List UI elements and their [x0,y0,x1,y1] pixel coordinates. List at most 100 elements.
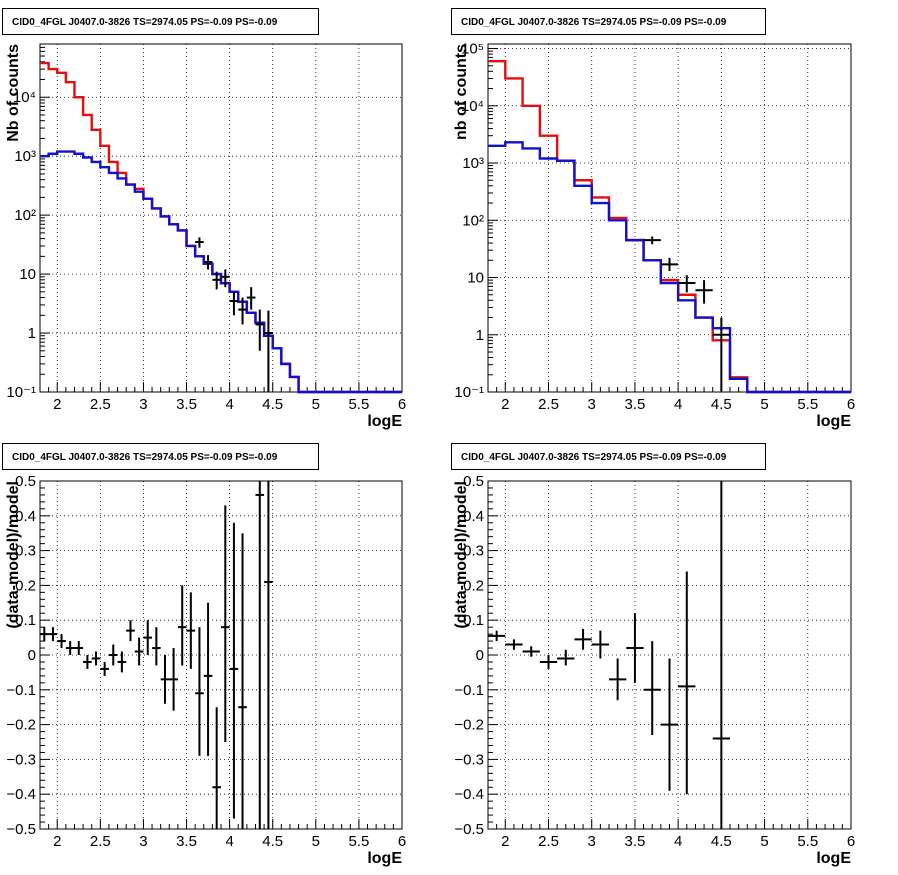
x-tick-label: 6 [847,833,855,850]
data-point [238,533,247,829]
x-tick-label: 5.5 [348,396,369,413]
y-tick-label: 0.5 [463,473,484,490]
x-tick-label: 2.5 [90,396,111,413]
y-tick-label: 0.1 [463,612,484,629]
x-tick-label: 2 [501,833,509,850]
y-tick-label: −0.3 [6,751,36,768]
data-point [643,236,661,245]
y-tick-label: 10⁻¹ [6,384,36,401]
data-point [609,658,627,701]
x-tick-label: 5 [760,833,768,850]
data-point [186,592,196,669]
data-point [100,661,109,676]
data-point [626,613,644,683]
y-tick-label: 10⁴ [461,98,484,115]
y-tick-label: 0.3 [463,543,484,560]
y-tick-label: 0 [476,647,484,664]
y-axis-label: Nb of counts [5,44,22,142]
data-point [255,309,265,351]
x-tick-label: 3 [139,396,147,413]
y-tick-label: −0.2 [6,717,36,734]
x-tick-label: 4 [674,396,682,413]
x-tick-label: 2 [53,396,61,413]
x-tick-label: 4 [225,396,233,413]
data-point [712,481,730,829]
data-point [678,571,696,795]
y-tick-label: −0.5 [6,821,36,838]
chart-title: CID0_4FGL J0407.0-3826 TS=2974.05 PS=-0.… [461,452,727,463]
x-tick-label: 5.5 [797,396,818,413]
data-point [160,655,170,704]
y-tick-label: −0.4 [6,786,36,803]
data-point [152,627,161,666]
data-point [177,585,187,666]
panel-bottom-right: 2 2.5 3 3.5 4 4.5 5 5.5 6 −0.5 −0.4 −0.3 −0.2 −0.1 0 0.… [451,443,855,867]
data-point [83,655,92,669]
y-tick-label: 0.4 [15,508,36,525]
y-tick-label: 1 [28,325,36,342]
y-tick-label: 10⁻¹ [454,384,484,401]
y-tick-label: 0 [28,647,36,664]
y-axis-label: (data-model)/model [453,481,470,629]
y-tick-label: 10² [462,212,484,229]
data-point [143,620,153,655]
x-tick-label: 3 [588,396,596,413]
y-tick-label: 0.2 [15,577,36,594]
grid [40,44,403,393]
data-point [229,522,239,819]
data-point [195,237,204,248]
plot-frame [487,43,852,393]
title-frame [2,8,319,35]
data-point [660,257,679,271]
data-point [539,655,558,669]
data-point [134,637,144,666]
x-tick-label: 2.5 [538,396,559,413]
y-axis-label: nb of counts [453,44,470,140]
y-tick-label: 1 [476,327,484,344]
data-point [221,269,230,288]
data-point [238,297,247,325]
x-tick-label: 3.5 [176,396,197,413]
y-tick-label: 10 [19,266,36,283]
x-tick-label: 4 [674,833,682,850]
data-point [229,291,239,316]
x-axis-label: logE [367,413,402,430]
x-axis-label: logE [816,413,851,430]
x-tick-label: 2 [53,833,61,850]
data-point [169,648,178,711]
series-line-0 [40,61,402,394]
data-point [557,649,575,666]
data-point [65,641,75,655]
y-tick-label: 0.5 [15,473,36,490]
y-tick-label: 10⁵ [461,41,484,58]
y-tick-label: 0.2 [463,577,484,594]
x-tick-label: 4.5 [262,396,283,413]
data-point [522,646,540,657]
data-point [40,627,49,642]
x-tick-label: 3 [139,833,147,850]
title-box: CID0_4FGL J0407.0-3826 TS=2974.05 PS=-0.… [451,443,766,470]
y-tick-label: 10 [467,270,484,287]
y-tick-label: 0.4 [463,508,484,525]
x-tick-label: 4.5 [262,833,283,850]
data-point [574,628,592,650]
data-point [643,641,661,736]
x-tick-label: 2 [501,396,509,413]
y-tick-label: 10³ [462,155,484,172]
x-tick-label: 5 [312,396,320,413]
data-point [660,658,679,791]
x-tick-label: 3 [588,833,596,850]
x-tick-label: 6 [398,396,406,413]
chart-title: CID0_4FGL J0407.0-3826 TS=2974.05 PS=-0.… [12,17,278,28]
y-tick-label: 10⁴ [13,89,36,106]
x-tick-label: 3.5 [624,396,645,413]
x-tick-label: 4 [225,833,233,850]
data-point [126,620,135,642]
y-tick-label: −0.5 [454,821,484,838]
panel-top-left: 2 2.5 3 3.5 4 4.5 5 5.5 6 10⁻¹ 1 10 10² 10³ 10⁴ logE Nb … [2,8,406,430]
data-point [57,634,66,649]
data-point [203,255,213,270]
data-point [246,287,256,310]
grid [488,44,852,393]
